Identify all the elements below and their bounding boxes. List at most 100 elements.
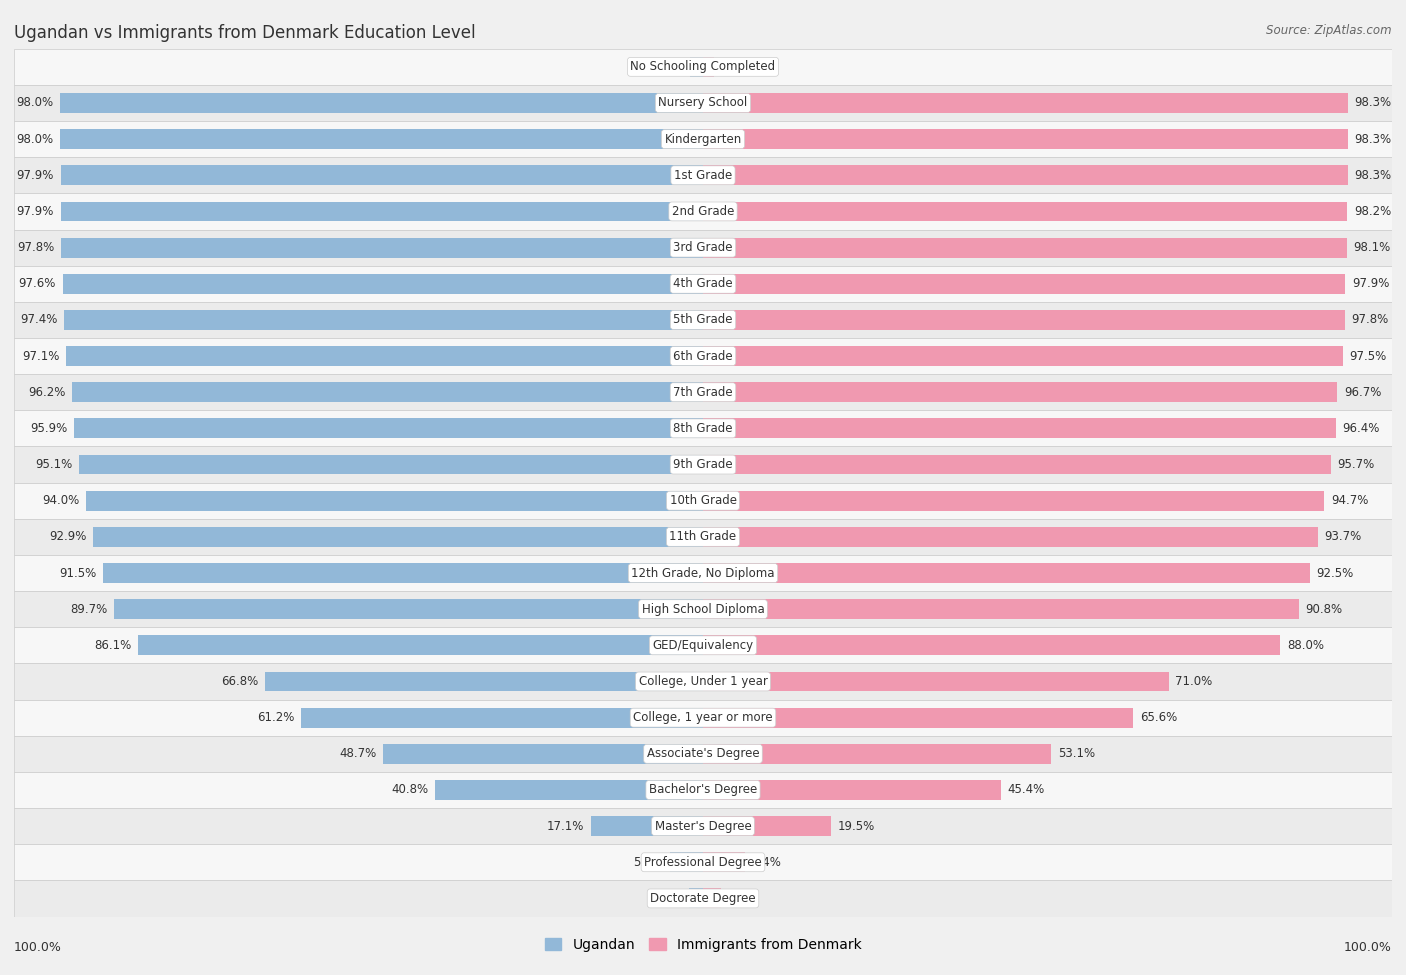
Text: 89.7%: 89.7% (70, 603, 108, 615)
Text: 71.0%: 71.0% (1175, 675, 1212, 688)
Bar (14, 229, 1392, 265)
Bar (689, 888, 703, 909)
Text: 53.1%: 53.1% (1057, 747, 1095, 760)
Bar (703, 564, 1310, 583)
Text: 45.4%: 45.4% (1008, 784, 1045, 797)
Text: 90.8%: 90.8% (1305, 603, 1343, 615)
Text: 9th Grade: 9th Grade (673, 458, 733, 471)
Text: 98.1%: 98.1% (1353, 241, 1391, 254)
Bar (703, 418, 1336, 439)
Bar (703, 166, 1348, 185)
Bar (703, 274, 1346, 293)
Text: 96.7%: 96.7% (1344, 386, 1382, 399)
Bar (60, 93, 703, 113)
Bar (14, 302, 1392, 338)
Bar (14, 591, 1392, 627)
Bar (63, 310, 703, 330)
Bar (14, 772, 1392, 808)
Text: Professional Degree: Professional Degree (644, 856, 762, 869)
Bar (14, 193, 1392, 229)
Bar (14, 880, 1392, 916)
Text: 98.3%: 98.3% (1354, 169, 1392, 181)
Bar (14, 374, 1392, 410)
Text: 98.3%: 98.3% (1354, 133, 1392, 145)
Text: 97.1%: 97.1% (22, 350, 59, 363)
Text: 92.9%: 92.9% (49, 530, 87, 543)
Bar (703, 852, 745, 873)
Bar (436, 780, 703, 799)
Bar (703, 672, 1168, 691)
Bar (14, 663, 1392, 700)
Text: Kindergarten: Kindergarten (665, 133, 741, 145)
Text: Master's Degree: Master's Degree (655, 820, 751, 833)
Text: Source: ZipAtlas.com: Source: ZipAtlas.com (1267, 24, 1392, 37)
Text: 97.8%: 97.8% (17, 241, 55, 254)
Bar (669, 852, 703, 873)
Text: 97.9%: 97.9% (17, 205, 53, 218)
Bar (703, 708, 1133, 727)
Bar (703, 93, 1348, 113)
Bar (703, 238, 1347, 257)
Text: 97.8%: 97.8% (1351, 313, 1389, 327)
Bar (73, 418, 703, 439)
Bar (66, 346, 703, 366)
Text: 1.7%: 1.7% (721, 60, 751, 73)
Text: 98.3%: 98.3% (1354, 97, 1392, 109)
Bar (703, 490, 1324, 511)
Text: 91.5%: 91.5% (59, 566, 96, 579)
Text: Associate's Degree: Associate's Degree (647, 747, 759, 760)
Bar (79, 454, 703, 475)
Bar (703, 382, 1337, 402)
Text: 97.6%: 97.6% (18, 277, 56, 291)
Text: 100.0%: 100.0% (1344, 941, 1392, 954)
Bar (703, 310, 1344, 330)
Bar (114, 600, 703, 619)
Bar (703, 526, 1317, 547)
Bar (703, 888, 721, 909)
Bar (14, 700, 1392, 736)
Text: 98.2%: 98.2% (1354, 205, 1391, 218)
Text: 19.5%: 19.5% (838, 820, 875, 833)
Text: 48.7%: 48.7% (340, 747, 377, 760)
Bar (14, 483, 1392, 519)
Bar (14, 49, 1392, 85)
Text: 12th Grade, No Diploma: 12th Grade, No Diploma (631, 566, 775, 579)
Text: 98.0%: 98.0% (17, 133, 53, 145)
Text: 65.6%: 65.6% (1140, 711, 1177, 724)
Bar (703, 346, 1343, 366)
Text: 88.0%: 88.0% (1286, 639, 1324, 652)
Bar (14, 338, 1392, 374)
Bar (14, 519, 1392, 555)
Bar (103, 564, 703, 583)
Text: Bachelor's Degree: Bachelor's Degree (650, 784, 756, 797)
Bar (60, 166, 703, 185)
Text: 1st Grade: 1st Grade (673, 169, 733, 181)
Bar (384, 744, 703, 763)
Bar (703, 600, 1299, 619)
Text: College, 1 year or more: College, 1 year or more (633, 711, 773, 724)
Text: 6th Grade: 6th Grade (673, 350, 733, 363)
Bar (703, 636, 1281, 655)
Text: 94.0%: 94.0% (42, 494, 80, 507)
Text: 2.0%: 2.0% (654, 60, 683, 73)
Bar (14, 627, 1392, 663)
Text: 97.4%: 97.4% (20, 313, 58, 327)
Bar (14, 555, 1392, 591)
Text: 86.1%: 86.1% (94, 639, 132, 652)
Text: Nursery School: Nursery School (658, 97, 748, 109)
Bar (703, 202, 1347, 221)
Bar (301, 708, 703, 727)
Text: 95.1%: 95.1% (35, 458, 73, 471)
Bar (63, 274, 703, 293)
Bar (14, 808, 1392, 844)
Bar (60, 202, 703, 221)
Text: 4th Grade: 4th Grade (673, 277, 733, 291)
Bar (14, 85, 1392, 121)
Bar (62, 238, 703, 257)
Bar (86, 490, 703, 511)
Text: 98.0%: 98.0% (17, 97, 53, 109)
Text: No Schooling Completed: No Schooling Completed (630, 60, 776, 73)
Bar (703, 57, 714, 77)
Bar (591, 816, 703, 836)
Bar (264, 672, 703, 691)
